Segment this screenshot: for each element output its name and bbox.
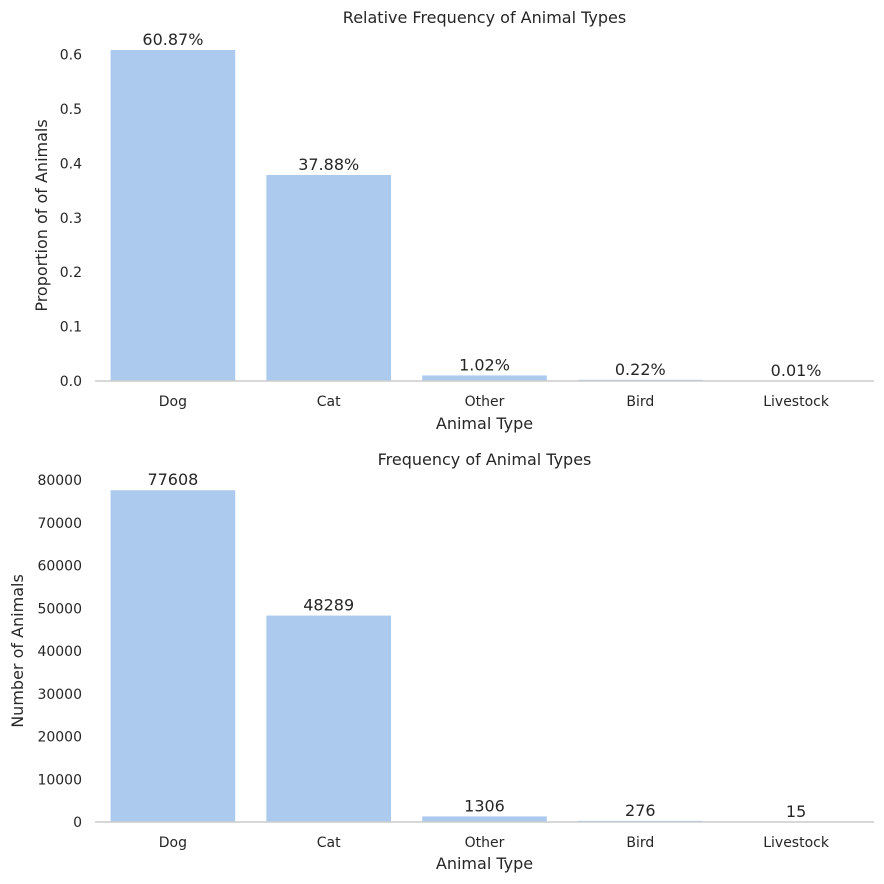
data-label: 77608	[147, 470, 198, 489]
bar-cat	[266, 615, 392, 822]
y-tick-label: 0.4	[60, 156, 82, 172]
y-tick-label: 0.1	[60, 320, 82, 336]
data-label: 48289	[303, 596, 354, 615]
y-tick-label: 0.2	[60, 265, 82, 281]
y-axis-label: Number of Animals	[8, 574, 27, 728]
x-tick-label: Cat	[317, 835, 341, 851]
data-label: 15	[786, 802, 806, 821]
x-tick-label: Dog	[159, 394, 187, 410]
y-tick-label: 60000	[37, 559, 82, 575]
data-label: 37.88%	[298, 155, 359, 174]
x-axis-label: Animal Type	[436, 854, 533, 873]
x-tick-label: Dog	[159, 835, 187, 851]
y-tick-label: 80000	[37, 473, 82, 489]
x-tick-label: Other	[465, 394, 505, 410]
data-label: 1306	[464, 796, 505, 815]
bar-other	[422, 375, 547, 381]
data-label: 60.87%	[142, 30, 203, 49]
y-tick-label: 30000	[37, 687, 82, 703]
data-label: 1.02%	[459, 355, 510, 374]
x-tick-label: Other	[465, 835, 505, 851]
x-tick-label: Cat	[317, 394, 341, 410]
y-tick-label: 0.6	[60, 48, 82, 64]
chart-title: Frequency of Animal Types	[378, 450, 592, 469]
y-tick-label: 10000	[37, 772, 82, 788]
y-tick-label: 0.3	[60, 211, 82, 227]
x-tick-label: Livestock	[763, 835, 830, 851]
chart-title: Relative Frequency of Animal Types	[343, 8, 626, 27]
y-tick-label: 70000	[37, 516, 82, 532]
y-tick-label: 0	[73, 815, 82, 831]
bar-cat	[266, 175, 392, 381]
x-tick-label: Bird	[626, 394, 654, 410]
x-tick-label: Bird	[626, 835, 654, 851]
data-label: 0.22%	[615, 360, 666, 379]
x-tick-label: Livestock	[763, 394, 830, 410]
data-label: 0.01%	[771, 361, 822, 380]
y-tick-label: 0.0	[60, 374, 82, 390]
y-tick-label: 50000	[37, 601, 82, 617]
y-tick-label: 20000	[37, 730, 82, 746]
bar-dog	[110, 490, 236, 822]
y-axis-label: Proportion of of Animals	[32, 119, 51, 311]
data-label: 276	[625, 801, 656, 820]
bar-dog	[110, 50, 236, 381]
x-axis-label: Animal Type	[436, 414, 533, 433]
y-tick-label: 40000	[37, 644, 82, 660]
bar-other	[422, 816, 547, 822]
y-tick-label: 0.5	[60, 102, 82, 118]
